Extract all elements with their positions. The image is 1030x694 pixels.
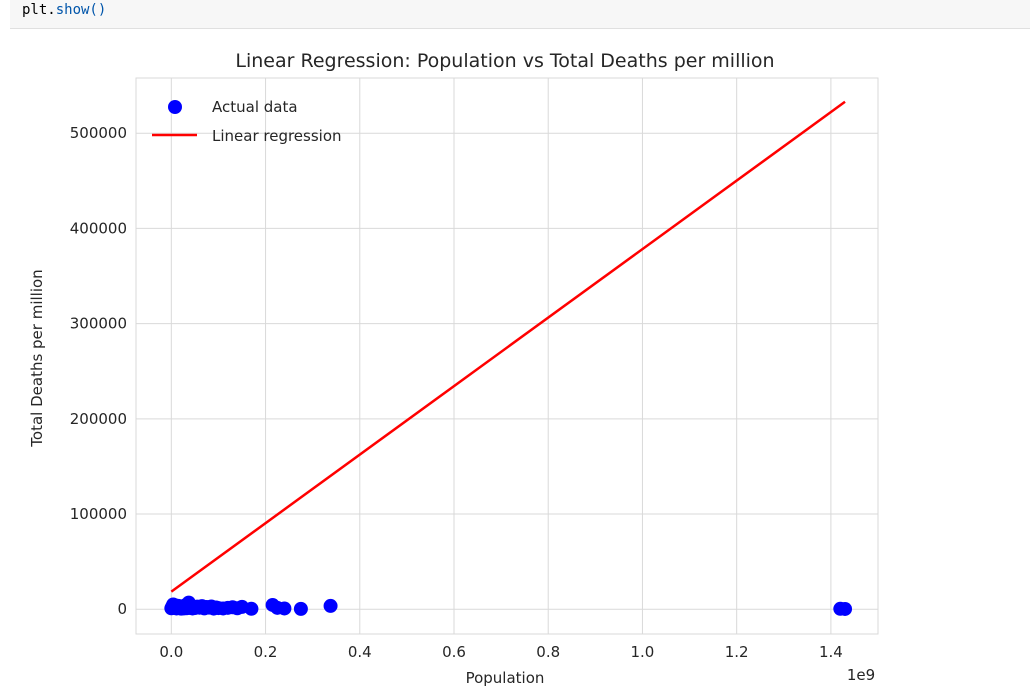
y-tick-labels: 0 100000 200000 300000 400000 500000 — [70, 124, 127, 618]
x-tick-label-0: 0.0 — [159, 643, 183, 661]
y-tick-label-0: 0 — [117, 600, 127, 618]
code-object: plt. — [22, 2, 56, 18]
legend: Actual data Linear regression — [152, 98, 342, 145]
code-line: plt.show() — [22, 2, 106, 18]
data-point-43 — [277, 601, 292, 616]
data-point-44 — [293, 601, 308, 616]
y-axis-label: Total Deaths per million — [28, 269, 46, 447]
y-tick-label-1: 100000 — [70, 505, 127, 523]
regression-line — [170, 100, 846, 593]
y-tick-label-4: 400000 — [70, 219, 127, 237]
x-tick-label-1: 0.2 — [254, 643, 278, 661]
legend-label-linear-regression: Linear regression — [212, 127, 342, 145]
x-tick-labels: 0.0 0.2 0.4 0.6 0.8 1.0 1.2 1.4 — [159, 643, 842, 661]
x-tick-label-7: 1.4 — [819, 643, 843, 661]
data-point-47 — [838, 601, 853, 616]
chart-title: Linear Regression: Population vs Total D… — [235, 50, 774, 72]
y-tick-label-2: 200000 — [70, 410, 127, 428]
code-cell[interactable]: plt.show() — [10, 0, 1030, 29]
x-tick-label-4: 0.8 — [536, 643, 560, 661]
data-point-45 — [323, 598, 338, 613]
x-tick-label-2: 0.4 — [348, 643, 372, 661]
x-axis-label: Population — [466, 669, 545, 687]
x-tick-label-6: 1.2 — [725, 643, 749, 661]
scatter-points — [164, 595, 853, 616]
legend-label-actual-data: Actual data — [212, 98, 298, 116]
data-point-40 — [244, 601, 259, 616]
plot-area-border — [135, 77, 879, 635]
regression-line-layer — [170, 100, 846, 593]
code-method-call: show() — [55, 2, 107, 18]
y-tick-label-3: 300000 — [70, 315, 127, 333]
x-tick-label-3: 0.6 — [442, 643, 466, 661]
legend-marker-actual-data — [168, 100, 182, 114]
y-tick-label-5: 500000 — [70, 124, 127, 142]
x-offset-label: 1e9 — [847, 666, 875, 684]
x-tick-label-5: 1.0 — [631, 643, 655, 661]
grid-lines — [136, 78, 878, 634]
